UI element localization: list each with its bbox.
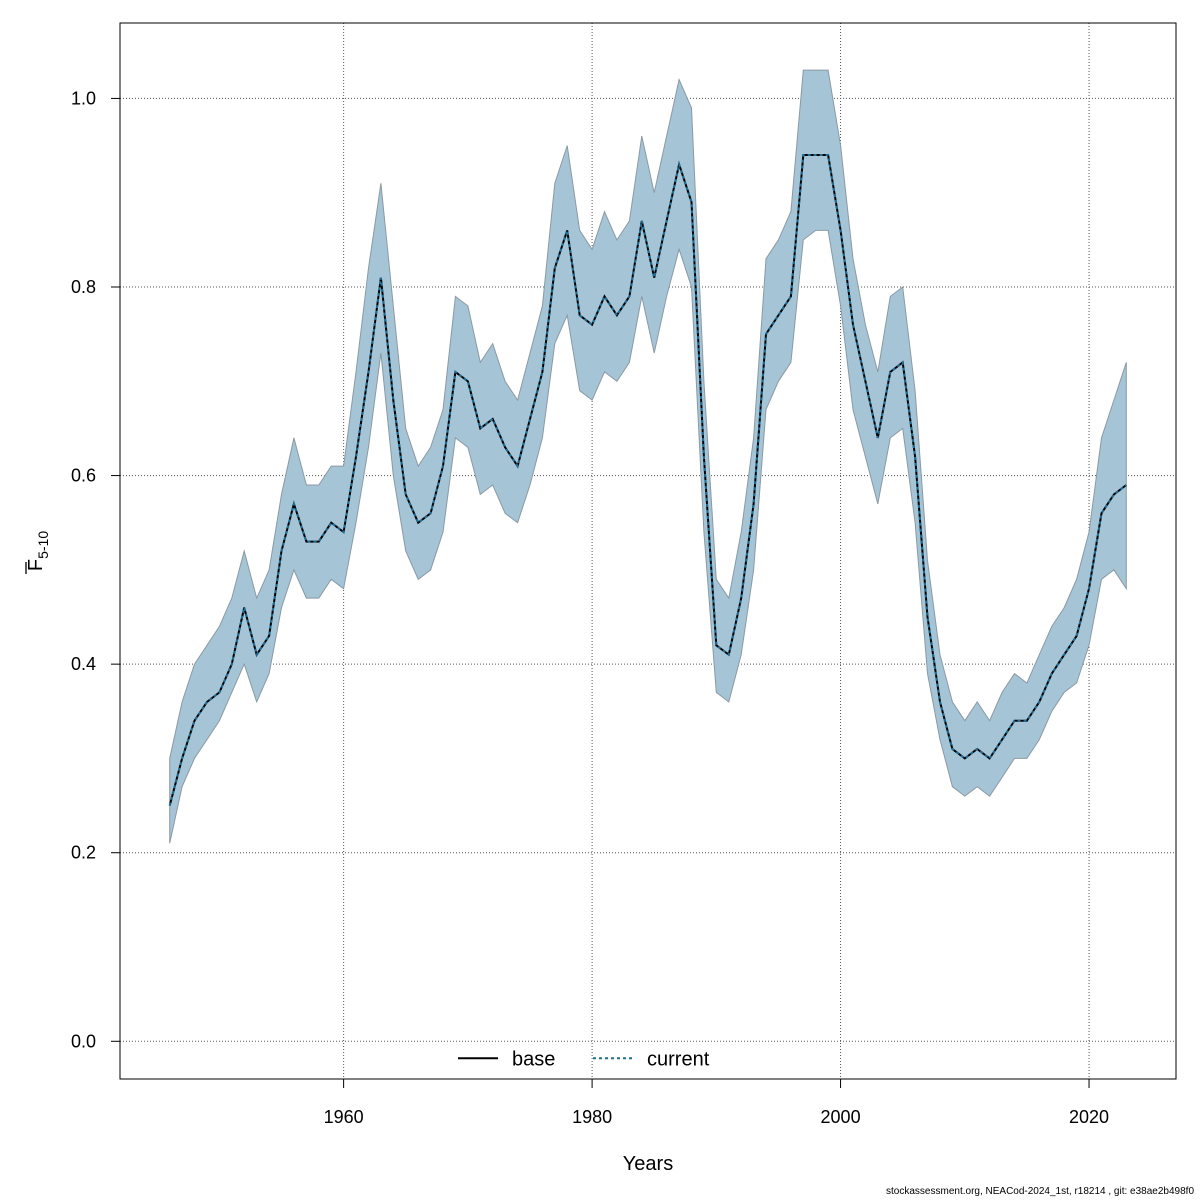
x-axis-title: Years [623, 1153, 673, 1175]
series-line-current [168, 154, 1127, 806]
y-axis-title-subscript: 5-10 [35, 531, 51, 559]
y-tick-label: 1.0 [71, 88, 96, 108]
axes: 1960 1980 2000 2020 0.0 0.2 0.4 0.6 0.8 1.0 [71, 88, 1109, 1127]
x-tick-label: 2020 [1069, 1107, 1109, 1127]
x-tick-label: 1980 [572, 1107, 612, 1127]
footer-caption: stockassessment.org, NEACod-2024_1st, r1… [886, 1186, 1194, 1197]
y-tick-label: 0.2 [71, 843, 96, 863]
y-tick-label: 0.4 [71, 654, 96, 674]
legend-label-current: current [647, 1048, 710, 1070]
y-tick-label: 0.6 [71, 466, 96, 486]
y-tick-label: 0.0 [71, 1031, 96, 1051]
plot-frame [119, 22, 1177, 1080]
legend-label-base: base [512, 1048, 555, 1070]
y-tick-label: 0.8 [71, 277, 96, 297]
y-axis-title: F5-10 [25, 531, 51, 574]
x-tick-label: 1960 [324, 1107, 364, 1127]
legend: base current [458, 1048, 710, 1070]
y-axis-title-text: F5-10 [25, 531, 51, 571]
confidence-band [169, 69, 1127, 844]
y-axis-title-base: F [25, 559, 47, 571]
x-tick-label: 2000 [821, 1107, 861, 1127]
